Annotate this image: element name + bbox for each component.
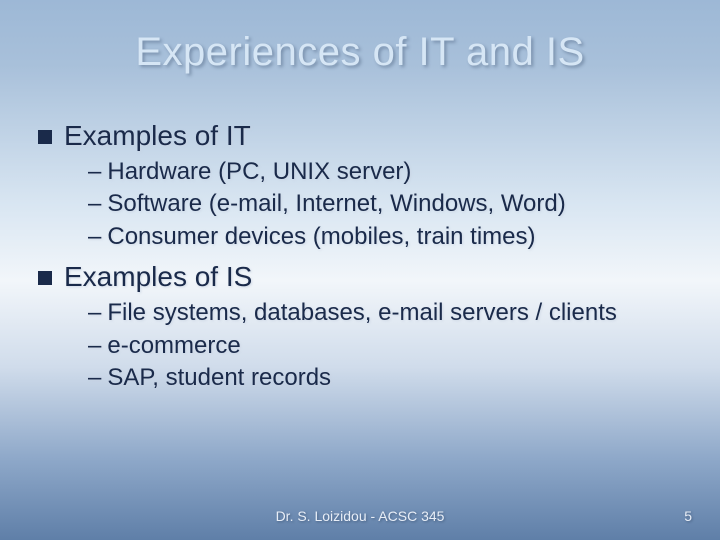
list-item: –Consumer devices (mobiles, train times) xyxy=(88,221,690,253)
dash-icon: – xyxy=(88,190,101,217)
list-item: –Hardware (PC, UNIX server) xyxy=(88,156,690,188)
list-item: –File systems, databases, e-mail servers… xyxy=(88,297,690,329)
slide: Experiences of IT and IS Examples of IT … xyxy=(0,0,720,540)
list-item-text: Consumer devices (mobiles, train times) xyxy=(107,223,535,250)
list-item-text: File systems, databases, e-mail servers … xyxy=(107,299,617,326)
section-heading: Examples of IT xyxy=(38,120,690,152)
dash-icon: – xyxy=(88,332,101,359)
dash-icon: – xyxy=(88,158,101,185)
square-bullet-icon xyxy=(38,130,52,144)
list-item: –Software (e-mail, Internet, Windows, Wo… xyxy=(88,188,690,220)
list-item-text: SAP, student records xyxy=(107,364,331,391)
section-heading-text: Examples of IS xyxy=(64,261,252,293)
dash-icon: – xyxy=(88,223,101,250)
footer-author: Dr. S. Loizidou - ACSC 345 xyxy=(276,508,445,524)
list-item-text: e-commerce xyxy=(107,332,240,359)
list-item: –e-commerce xyxy=(88,330,690,362)
section-heading-text: Examples of IT xyxy=(64,120,251,152)
slide-number: 5 xyxy=(684,508,692,524)
slide-title: Experiences of IT and IS xyxy=(0,30,720,75)
section-heading: Examples of IS xyxy=(38,261,690,293)
list-item: –SAP, student records xyxy=(88,362,690,394)
section-items: –File systems, databases, e-mail servers… xyxy=(88,297,690,394)
list-item-text: Software (e-mail, Internet, Windows, Wor… xyxy=(107,190,565,217)
section-items: –Hardware (PC, UNIX server) –Software (e… xyxy=(88,156,690,253)
dash-icon: – xyxy=(88,299,101,326)
list-item-text: Hardware (PC, UNIX server) xyxy=(107,158,411,185)
slide-content: Examples of IT –Hardware (PC, UNIX serve… xyxy=(38,120,690,402)
dash-icon: – xyxy=(88,364,101,391)
square-bullet-icon xyxy=(38,271,52,285)
